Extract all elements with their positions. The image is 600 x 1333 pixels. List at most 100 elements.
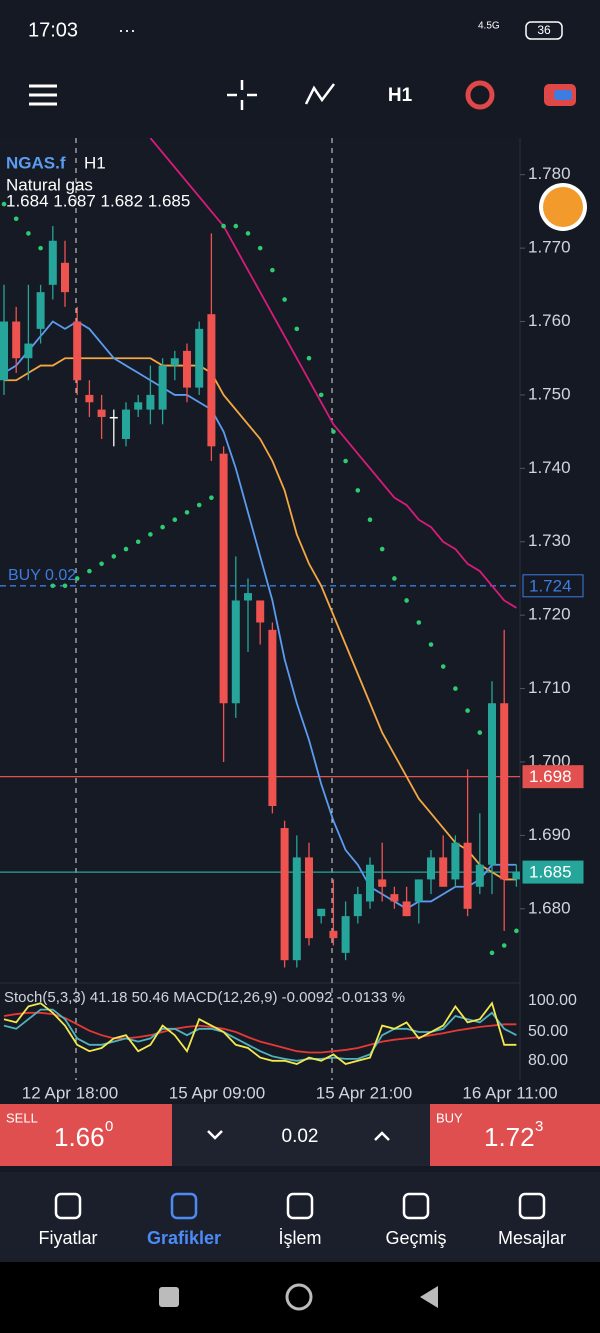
nav-items: Fiyatlar Grafikler İşlem Geçmiş Mesajlar xyxy=(38,1192,566,1248)
buy-price: 1.72 xyxy=(484,1122,535,1152)
sar-dot xyxy=(233,223,239,229)
indicator-icon[interactable] xyxy=(304,83,335,105)
candle-body xyxy=(402,901,411,917)
sar-dot xyxy=(50,583,56,589)
sar-dot xyxy=(343,458,348,464)
candle-body xyxy=(146,394,155,410)
nav-label[interactable]: Fiyatlar xyxy=(38,1228,97,1248)
sar-dot xyxy=(282,297,287,302)
sell-label: SELL xyxy=(6,1110,38,1125)
x-tick-label: 12 Apr 18:00 xyxy=(22,1083,118,1102)
indicator-line xyxy=(3,1011,517,1054)
candle-body xyxy=(207,314,216,447)
candle-body xyxy=(414,879,423,902)
sar-dot xyxy=(355,488,361,493)
nav-icon[interactable] xyxy=(402,1192,430,1220)
candle-body xyxy=(36,292,45,329)
sar-dot xyxy=(221,223,226,229)
nav-icon[interactable] xyxy=(518,1192,546,1220)
sar-dot xyxy=(99,561,104,567)
candle-body xyxy=(512,872,520,880)
candle-body xyxy=(122,409,130,439)
accessibility-button[interactable] xyxy=(543,187,583,227)
clock: 17:03 xyxy=(28,19,78,41)
candle-body xyxy=(451,842,460,880)
nav-label[interactable]: Mesajlar xyxy=(498,1228,566,1248)
sar-dot xyxy=(160,524,165,530)
volume[interactable]: 0.02 xyxy=(282,1126,319,1147)
timeframe-button[interactable]: H1 xyxy=(388,85,413,106)
sar-dot xyxy=(489,950,495,956)
description: Natural gas xyxy=(6,175,93,194)
indicator-axis-label: 50.00 xyxy=(528,1023,568,1040)
sar-dot xyxy=(331,429,336,434)
sar-dot xyxy=(38,245,43,251)
moving-average xyxy=(3,320,517,910)
candle-body xyxy=(378,879,387,887)
y-tick-label: 1.690 xyxy=(528,825,571,844)
y-tick-label: 1.760 xyxy=(528,311,571,330)
nav-label[interactable]: Grafikler xyxy=(147,1228,221,1248)
recent-apps[interactable] xyxy=(159,1287,179,1307)
sar-dot xyxy=(257,245,263,251)
symbol: NGAS.f xyxy=(6,153,66,172)
menu-icon[interactable] xyxy=(29,84,57,106)
system-nav xyxy=(0,1262,600,1333)
sar-dot xyxy=(245,231,251,236)
sar-dot xyxy=(87,568,92,574)
crosshair-icon[interactable] xyxy=(227,80,257,110)
candle-body xyxy=(231,600,240,704)
candle-body xyxy=(24,343,33,359)
sar-dot xyxy=(1,201,7,207)
sell-price: 1.66 xyxy=(54,1122,105,1152)
nav-label[interactable]: İşlem xyxy=(278,1228,321,1248)
price-tag-label: 1.698 xyxy=(529,767,572,786)
sar-dot xyxy=(13,216,19,222)
x-tick-label: 15 Apr 09:00 xyxy=(169,1083,265,1102)
home[interactable] xyxy=(285,1283,313,1311)
status-dots: ··· xyxy=(118,20,136,40)
candle-body xyxy=(427,857,435,880)
candle-body xyxy=(170,358,179,366)
candle-body xyxy=(244,593,252,601)
candle-body xyxy=(73,321,82,381)
order-label: BUY 0.02 xyxy=(8,567,76,584)
nav-icon[interactable] xyxy=(286,1192,314,1220)
candle-body xyxy=(61,262,69,293)
overlay: 1.780 1.770 1.760 1.750 1.740 1.730 1.720 1.710… xyxy=(8,164,584,1102)
candle-body xyxy=(256,600,265,623)
ohlc: 1.684 1.687 1.682 1.685 xyxy=(6,191,190,210)
sell-button[interactable] xyxy=(0,1104,172,1166)
nav-label[interactable]: Geçmiş xyxy=(385,1228,446,1248)
sar-dot xyxy=(196,502,202,508)
sar-dot xyxy=(318,392,324,398)
candle-body xyxy=(183,350,191,388)
objects-icon[interactable] xyxy=(465,80,495,110)
y-tick-label: 1.730 xyxy=(528,531,571,550)
sar-dot xyxy=(172,517,178,523)
back[interactable] xyxy=(420,1286,438,1308)
y-tick-label: 1.780 xyxy=(528,164,571,183)
candle-body xyxy=(488,703,496,865)
volume-down[interactable] xyxy=(207,1130,223,1140)
battery xyxy=(525,21,563,40)
candle-body xyxy=(268,629,277,807)
sar-dot xyxy=(294,326,300,332)
indicator-axis-label: 100.00 xyxy=(528,992,577,1009)
sar-dot xyxy=(465,708,470,713)
nav-icon[interactable] xyxy=(54,1192,82,1220)
price-tag xyxy=(522,574,584,598)
nav-icon[interactable] xyxy=(170,1192,198,1220)
buy-button[interactable] xyxy=(430,1104,600,1166)
sar-dot xyxy=(367,517,373,523)
volume-up[interactable] xyxy=(374,1131,390,1141)
sar-dot xyxy=(514,928,519,934)
sar-dot xyxy=(270,267,275,273)
sar-dot xyxy=(392,576,397,581)
sar-dot xyxy=(148,532,153,537)
y-tick-label: 1.740 xyxy=(528,458,571,477)
candle-body xyxy=(366,864,374,902)
sar-dot xyxy=(440,664,446,669)
